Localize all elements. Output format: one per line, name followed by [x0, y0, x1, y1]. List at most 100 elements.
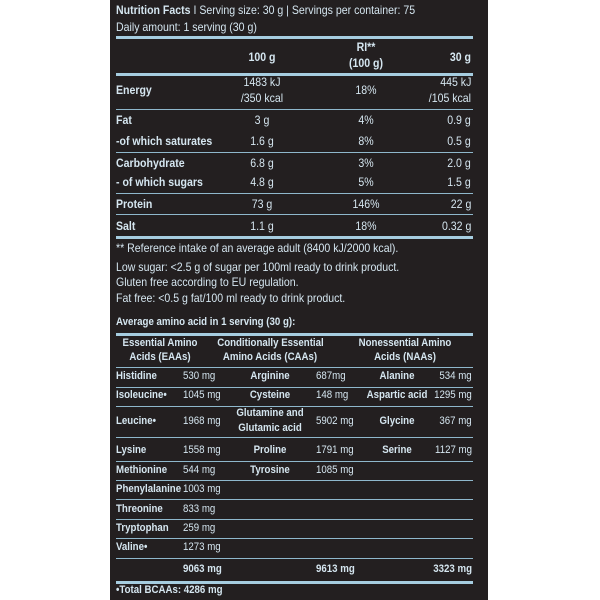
nonessential-amino-value: 1127 mg	[435, 444, 472, 456]
essential-amino-name: Leucine•	[116, 415, 156, 427]
value-100g: 3 g	[254, 113, 270, 127]
divider	[116, 558, 473, 559]
value-30g-kcal: /105 kcal	[428, 91, 471, 105]
nutrient-name: Salt	[116, 219, 136, 233]
value-30g: 0.32 g	[441, 219, 471, 233]
value-ri: 3%	[358, 156, 374, 170]
essential-amino-name: Methionine	[116, 464, 168, 476]
divider	[116, 236, 473, 239]
title: Nutrition Facts	[116, 3, 191, 17]
amino-title: Average amino acid in 1 serving (30 g):	[116, 316, 296, 328]
total-naa: 3323 mg	[433, 563, 472, 575]
divider	[116, 193, 473, 194]
conditional-amino-value: 687mg	[316, 370, 346, 382]
value-ri: 146%	[352, 197, 380, 211]
essential-amino-name: Tryptophan	[116, 522, 169, 534]
value-30g: 2.0 g	[447, 156, 471, 170]
amino-col-head: Amino Acids (CAAs)	[222, 351, 318, 363]
nonessential-amino-name: Serine	[382, 444, 412, 456]
essential-amino-name: Threonine	[116, 503, 163, 515]
nutrient-name: Energy	[116, 83, 152, 97]
conditional-amino-value: 1791 mg	[316, 444, 354, 456]
conditional-amino-value: 5902 mg	[316, 415, 354, 427]
essential-amino-name: Histidine	[116, 370, 157, 382]
divider	[116, 538, 473, 539]
nutrient-name: -of which saturates	[116, 134, 213, 148]
essential-amino-name: Valine•	[116, 541, 148, 553]
value-ri: 8%	[358, 134, 374, 148]
divider	[116, 480, 473, 481]
nonessential-amino-value: 1295 mg	[434, 389, 472, 401]
conditional-amino-value: 148 mg	[316, 389, 349, 401]
col-30g: 30 g	[449, 50, 471, 64]
value-30g: 22 g	[450, 197, 471, 211]
amino-col-head: Nonessential Amino	[358, 337, 452, 349]
essential-amino-value: 530 mg	[183, 370, 216, 382]
nutrient-name: Carbohydrate	[116, 156, 185, 170]
nutrient-name: Fat	[116, 113, 132, 127]
essential-amino-value: 1558 mg	[183, 444, 221, 456]
divider	[116, 214, 473, 215]
essential-amino-value: 259 mg	[183, 522, 216, 534]
conditional-amino-name: Glutamine and	[236, 407, 304, 419]
divider	[116, 73, 473, 76]
divider	[116, 109, 473, 110]
conditional-amino-name: Arginine	[250, 370, 290, 382]
footnote: Fat free: <0.5 g fat/100 ml ready to dri…	[116, 291, 346, 305]
value-100g: 1483 kJ	[243, 75, 281, 89]
conditional-amino-name: Proline	[253, 444, 287, 456]
col-ri-unit: (100 g)	[348, 56, 384, 70]
nonessential-amino-name: Aspartic acid	[366, 389, 428, 401]
essential-amino-value: 1968 mg	[183, 415, 221, 427]
nutrient-name: Protein	[116, 197, 153, 211]
serving-info: I Serving size: 30 g | Servings per cont…	[190, 3, 416, 17]
col-100g: 100 g	[248, 50, 276, 64]
conditional-amino-name: Tyrosine	[250, 464, 290, 476]
footnote: ** Reference intake of an average adult …	[116, 241, 399, 255]
value-ri: 4%	[358, 113, 374, 127]
col-ri: RI**	[356, 40, 376, 54]
nonessential-amino-name: Alanine	[379, 370, 415, 382]
nonessential-amino-value: 367 mg	[439, 415, 472, 427]
conditional-amino-name: Cysteine	[249, 389, 291, 401]
amino-col-head: Acids (NAAs)	[374, 351, 436, 363]
daily-amount: Daily amount: 1 serving (30 g)	[116, 20, 257, 34]
divider	[116, 461, 473, 462]
amino-col-head: Conditionally Essential	[217, 337, 324, 349]
value-100g: 1.1 g	[250, 219, 274, 233]
value-ri: 5%	[358, 175, 374, 189]
essential-amino-value: 1045 mg	[183, 389, 221, 401]
nutrition-facts-panel: Nutrition Facts I Serving size: 30 g | S…	[110, 0, 488, 600]
value-ri: 18%	[355, 83, 377, 97]
value-100g: 73 g	[251, 197, 273, 211]
amino-col-head: Essential Amino	[122, 337, 198, 349]
total-bcaa: •Total BCAAs: 4286 mg	[116, 584, 223, 596]
divider	[116, 367, 473, 368]
essential-amino-value: 833 mg	[183, 503, 216, 515]
essential-amino-name: Lysine	[116, 444, 147, 456]
value-30g: 445 kJ	[439, 75, 471, 89]
essential-amino-value: 1273 mg	[183, 541, 221, 553]
essential-amino-name: Isoleucine•	[116, 389, 167, 401]
total-caa: 9613 mg	[316, 563, 355, 575]
essential-amino-value: 1003 mg	[183, 483, 221, 495]
footnote: Gluten free according to EU regulation.	[116, 275, 299, 289]
total-eaa: 9063 mg	[183, 563, 222, 575]
divider	[116, 406, 473, 407]
value-30g: 0.5 g	[447, 134, 471, 148]
essential-amino-value: 544 mg	[183, 464, 216, 476]
divider	[116, 437, 473, 438]
nutrient-name: - of which sugars	[116, 175, 203, 189]
footnote: Low sugar: <2.5 g of sugar per 100ml rea…	[116, 260, 400, 274]
essential-amino-name: Phenylalanine	[116, 483, 182, 495]
value-30g: 1.5 g	[447, 175, 471, 189]
value-100g: 6.8 g	[250, 156, 274, 170]
conditional-amino-value: 1085 mg	[316, 464, 354, 476]
divider	[116, 387, 473, 388]
nonessential-amino-name: Glycine	[379, 415, 415, 427]
value-30g: 0.9 g	[447, 113, 471, 127]
header-title-line: Nutrition Facts I Serving size: 30 g | S…	[116, 3, 415, 17]
value-ri: 18%	[355, 219, 377, 233]
divider	[116, 581, 473, 584]
amino-col-head: Acids (EAAs)	[129, 351, 191, 363]
